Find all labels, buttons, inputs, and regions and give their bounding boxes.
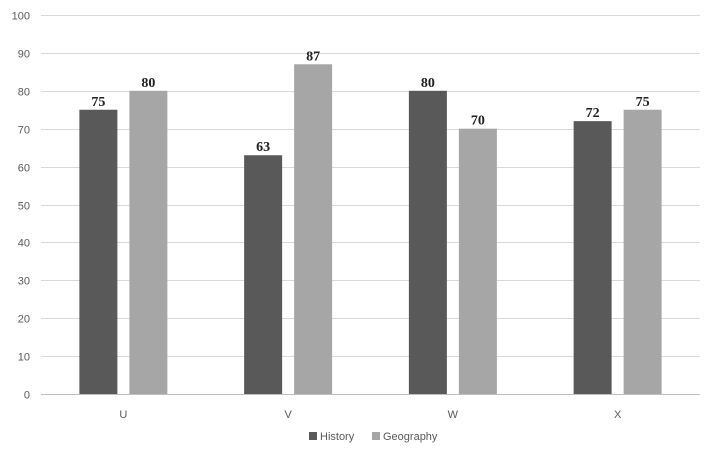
legend-label-geography: Geography <box>383 431 438 443</box>
y-tick-label: 40 <box>18 238 30 250</box>
bars <box>79 64 662 395</box>
data-label: 72 <box>586 106 600 121</box>
data-label: 70 <box>471 114 485 129</box>
y-tick-label: 90 <box>18 49 30 61</box>
y-tick-label: 0 <box>24 390 30 402</box>
legend-swatch-history <box>309 432 317 440</box>
data-label: 75 <box>91 95 105 110</box>
y-tick-label: 10 <box>18 352 30 364</box>
legend: History Geography <box>309 431 438 443</box>
x-category-label: X <box>614 409 622 421</box>
data-label: 63 <box>256 140 270 155</box>
bar-history-w <box>408 90 447 395</box>
x-axis-category-labels: U V W X <box>119 409 622 421</box>
data-label: 80 <box>421 76 435 91</box>
legend-swatch-geography <box>372 432 380 440</box>
y-tick-label: 80 <box>18 87 30 99</box>
x-category-label: W <box>448 409 459 421</box>
bar-history-u <box>79 109 118 394</box>
bar-history-v <box>244 155 283 394</box>
data-label: 80 <box>141 76 155 91</box>
data-labels: 75 80 63 87 80 70 72 75 <box>91 49 649 155</box>
y-tick-label: 30 <box>18 276 30 288</box>
bar-geography-u <box>129 90 168 395</box>
y-axis-tick-labels: 0 10 20 30 40 50 60 70 80 90 100 <box>12 11 30 402</box>
y-tick-label: 70 <box>18 125 30 137</box>
x-category-label: U <box>119 409 127 421</box>
legend-label-history: History <box>320 431 355 443</box>
data-label: 75 <box>636 95 650 110</box>
y-tick-label: 60 <box>18 163 30 175</box>
bar-history-x <box>573 121 612 395</box>
bar-geography-v <box>294 64 333 395</box>
data-label: 87 <box>306 49 320 64</box>
y-tick-label: 50 <box>18 201 30 213</box>
x-category-label: V <box>284 409 292 421</box>
bar-geography-x <box>623 109 662 394</box>
y-tick-label: 20 <box>18 314 30 326</box>
bar-geography-w <box>458 128 497 394</box>
y-tick-label: 100 <box>12 11 30 23</box>
